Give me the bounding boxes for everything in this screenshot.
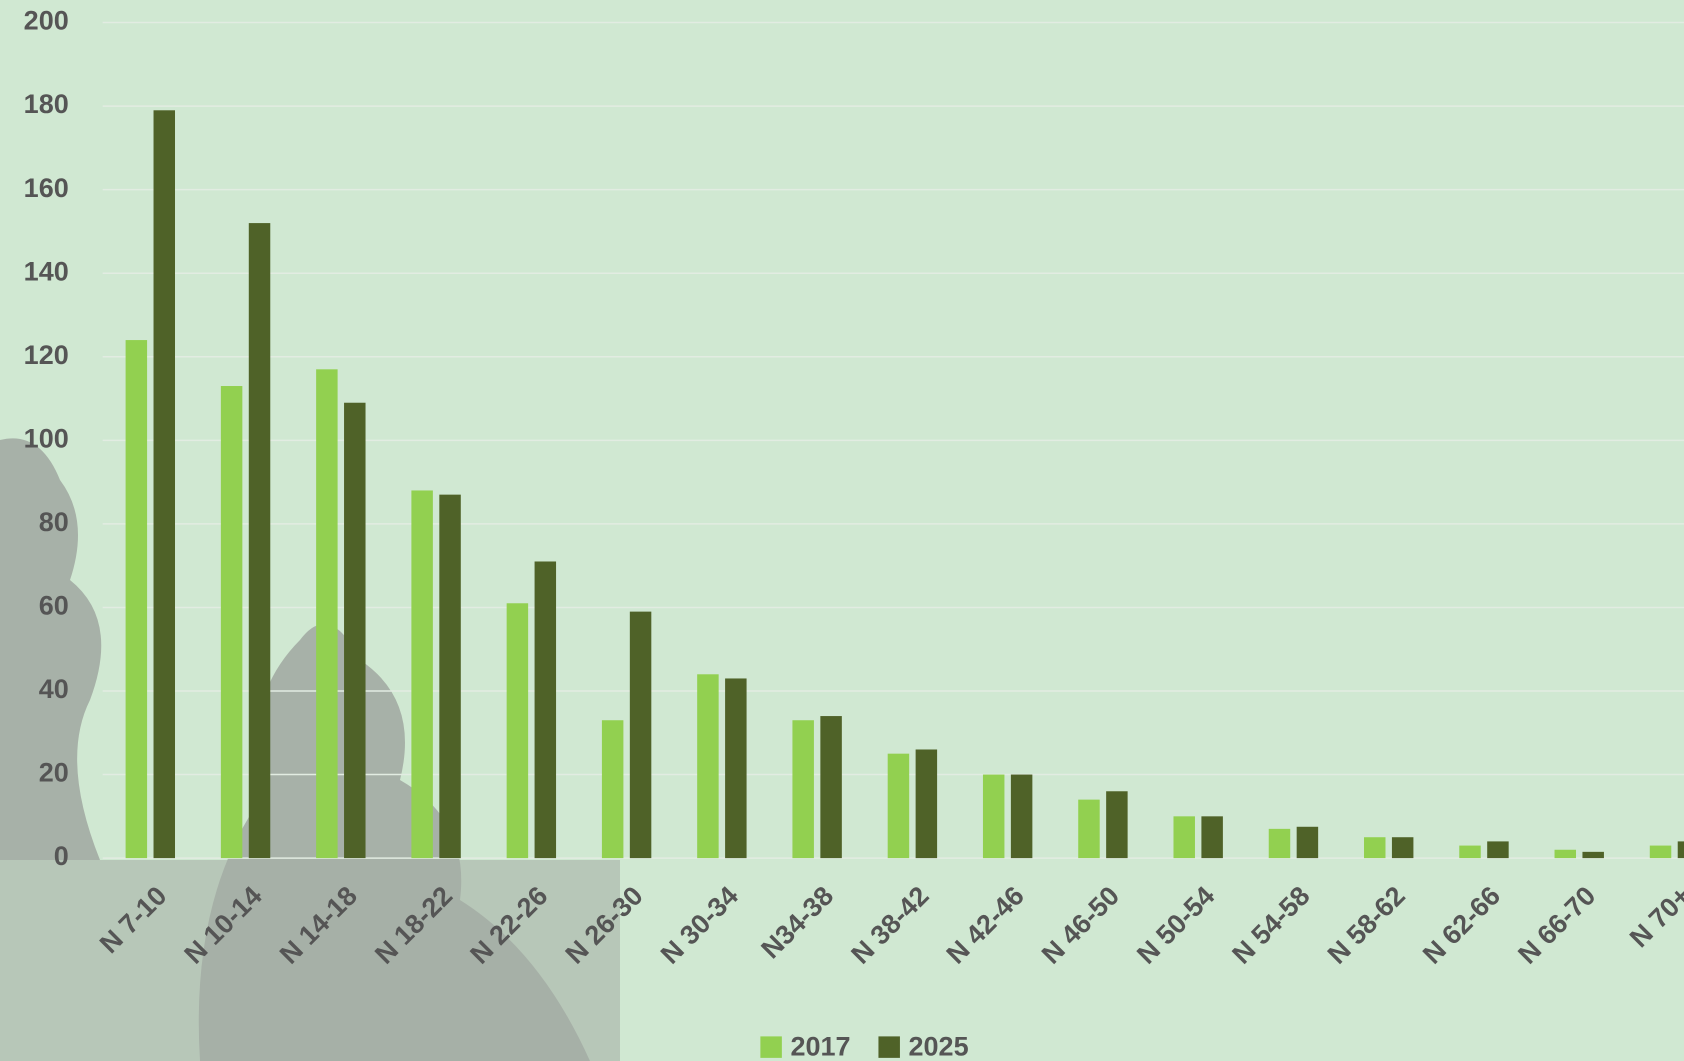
- bar: [1296, 826, 1319, 859]
- legend-label: 2025: [909, 1031, 969, 1061]
- legend-swatch: [878, 1036, 900, 1058]
- bar: [153, 110, 176, 859]
- bar: [1268, 828, 1291, 859]
- bar: [220, 386, 243, 859]
- y-tick-label: 0: [54, 841, 69, 871]
- bar: [1487, 841, 1509, 859]
- tree-silhouettes: [0, 438, 620, 1061]
- bar: [820, 716, 842, 859]
- bar: [1201, 816, 1223, 859]
- bar: [1677, 841, 1684, 859]
- y-tick-label: 140: [24, 256, 69, 286]
- y-tick-label: 120: [24, 340, 69, 370]
- bar: [1459, 845, 1481, 859]
- bar: [439, 494, 461, 859]
- bar: [915, 749, 938, 859]
- bar: [1649, 845, 1672, 859]
- bar: [792, 720, 814, 859]
- y-tick-label: 180: [24, 89, 69, 119]
- bar: [601, 720, 624, 859]
- bar: [982, 774, 1005, 859]
- y-tick-label: 60: [39, 591, 69, 621]
- bar: [316, 369, 338, 859]
- bar: [1173, 816, 1195, 859]
- bar: [1391, 837, 1414, 859]
- bar: [629, 611, 652, 859]
- bar: [1554, 849, 1577, 859]
- bar: [344, 402, 366, 859]
- bar: [248, 223, 271, 859]
- y-tick-label: 160: [24, 173, 69, 203]
- bar: [411, 490, 433, 859]
- bar: [1106, 791, 1128, 859]
- bar: [697, 674, 719, 859]
- bar: [887, 753, 910, 859]
- bar: [1078, 799, 1100, 859]
- legend-label: 2017: [790, 1031, 850, 1061]
- bar: [1010, 774, 1033, 859]
- bar: [534, 561, 557, 859]
- bar: [506, 603, 529, 859]
- bar: [125, 340, 148, 859]
- bar: [725, 678, 747, 859]
- bar: [1582, 851, 1604, 859]
- y-tick-label: 40: [39, 674, 69, 704]
- bar: [1364, 837, 1386, 859]
- y-tick-label: 80: [39, 507, 69, 537]
- y-tick-label: 20: [39, 758, 69, 788]
- legend-swatch: [760, 1036, 782, 1058]
- y-tick-label: 200: [24, 6, 69, 36]
- y-tick-label: 100: [24, 423, 69, 453]
